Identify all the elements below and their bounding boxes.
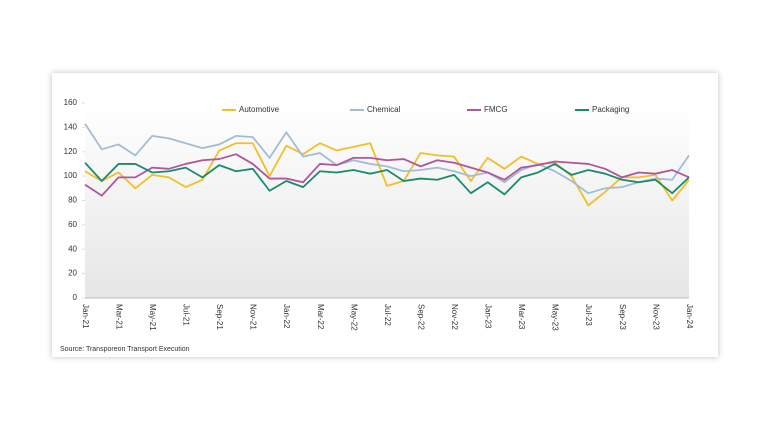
legend-label: Chemical	[367, 105, 401, 114]
y-tick-label: 60	[68, 220, 77, 229]
x-tick-label: Jul-21	[182, 304, 191, 326]
x-tick-label: Mar-22	[316, 304, 325, 330]
x-tick-label: Nov-23	[651, 304, 660, 330]
x-tick-label: May-21	[148, 304, 157, 331]
x-tick-label: Jul-22	[383, 304, 392, 326]
x-tick-label: May-23	[551, 304, 560, 331]
source-note: Source: Transporeon Transport Execution	[60, 346, 190, 353]
y-tick-label: 140	[64, 122, 78, 131]
x-tick-label: Sep-22	[416, 304, 425, 330]
y-tick-label: 40	[68, 244, 77, 253]
x-tick-label: Jan-21	[81, 304, 90, 329]
plot-background	[85, 103, 689, 298]
y-tick-label: 100	[64, 171, 78, 180]
x-tick-label: Jan-24	[685, 304, 694, 329]
x-tick-label: Jan-22	[282, 304, 291, 329]
y-tick-label: 160	[64, 98, 78, 107]
x-tick-label: Nov-22	[450, 304, 459, 330]
x-tick-label: Mar-23	[517, 304, 526, 330]
series-line	[84, 123, 690, 195]
y-tick-label: 0	[73, 293, 78, 302]
series-line	[84, 162, 690, 196]
x-tick-label: Sep-23	[618, 304, 627, 330]
x-tick-label: Jan-23	[484, 304, 493, 329]
series-line	[84, 142, 690, 207]
legend-label: Packaging	[592, 105, 629, 114]
y-tick-label: 80	[68, 196, 77, 205]
legend-label: FMCG	[484, 105, 508, 114]
y-tick-label: 20	[68, 269, 77, 278]
x-tick-label: Mar-21	[114, 304, 123, 330]
y-tick-label: 120	[64, 147, 78, 156]
legend-label: Automotive	[239, 105, 280, 114]
x-tick-label: Nov-21	[249, 304, 258, 330]
series-line	[84, 153, 690, 197]
x-tick-label: May-22	[349, 304, 358, 331]
x-tick-label: Sep-21	[215, 304, 224, 330]
x-tick-label: Jul-23	[584, 304, 593, 326]
